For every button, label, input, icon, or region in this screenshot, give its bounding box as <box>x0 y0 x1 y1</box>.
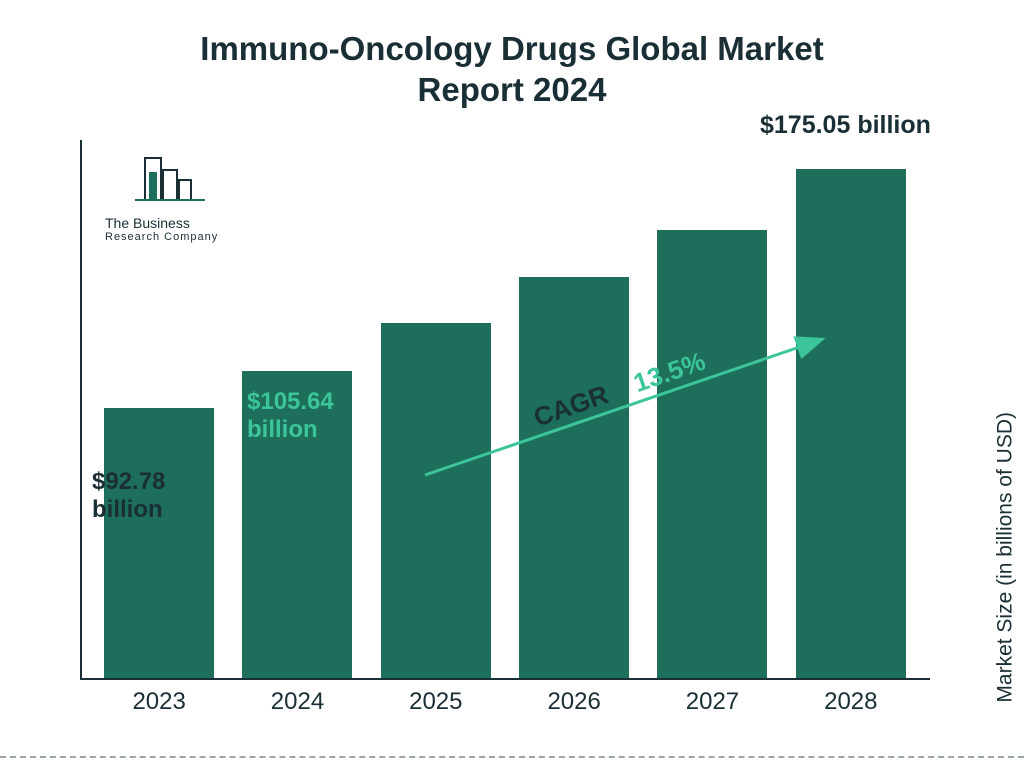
bar-wrap <box>376 323 496 678</box>
value-label-1: $105.64billion <box>247 388 334 443</box>
title-line-1: Immuno-Oncology Drugs Global Market <box>0 28 1024 69</box>
bottom-divider <box>0 756 1024 758</box>
bar-2025 <box>381 323 491 678</box>
x-label: 2028 <box>791 688 911 716</box>
chart-title: Immuno-Oncology Drugs Global Market Repo… <box>0 0 1024 111</box>
bar-2026 <box>519 277 629 678</box>
bar-2028 <box>796 169 906 678</box>
x-axis-line <box>80 678 930 680</box>
bar-wrap <box>514 277 634 678</box>
x-label: 2023 <box>99 688 219 716</box>
value-label-0: $92.78billion <box>92 468 165 523</box>
bar-wrap <box>791 169 911 678</box>
x-label: 2026 <box>514 688 634 716</box>
bar-wrap <box>652 230 772 678</box>
bar-2027 <box>657 230 767 678</box>
x-label: 2025 <box>376 688 496 716</box>
bars-container <box>80 140 930 678</box>
x-labels-container: 2023 2024 2025 2026 2027 2028 <box>80 688 930 716</box>
y-axis-label: Market Size (in billions of USD) <box>994 412 1018 703</box>
value-label-2: $175.05 billion <box>760 111 931 140</box>
x-label: 2024 <box>237 688 357 716</box>
bar-wrap <box>99 408 219 678</box>
title-line-2: Report 2024 <box>0 69 1024 110</box>
x-label: 2027 <box>652 688 772 716</box>
chart-area: 202320242025202620272028 CAGR 13.5% <box>80 140 930 700</box>
bar-2023 <box>104 408 214 678</box>
